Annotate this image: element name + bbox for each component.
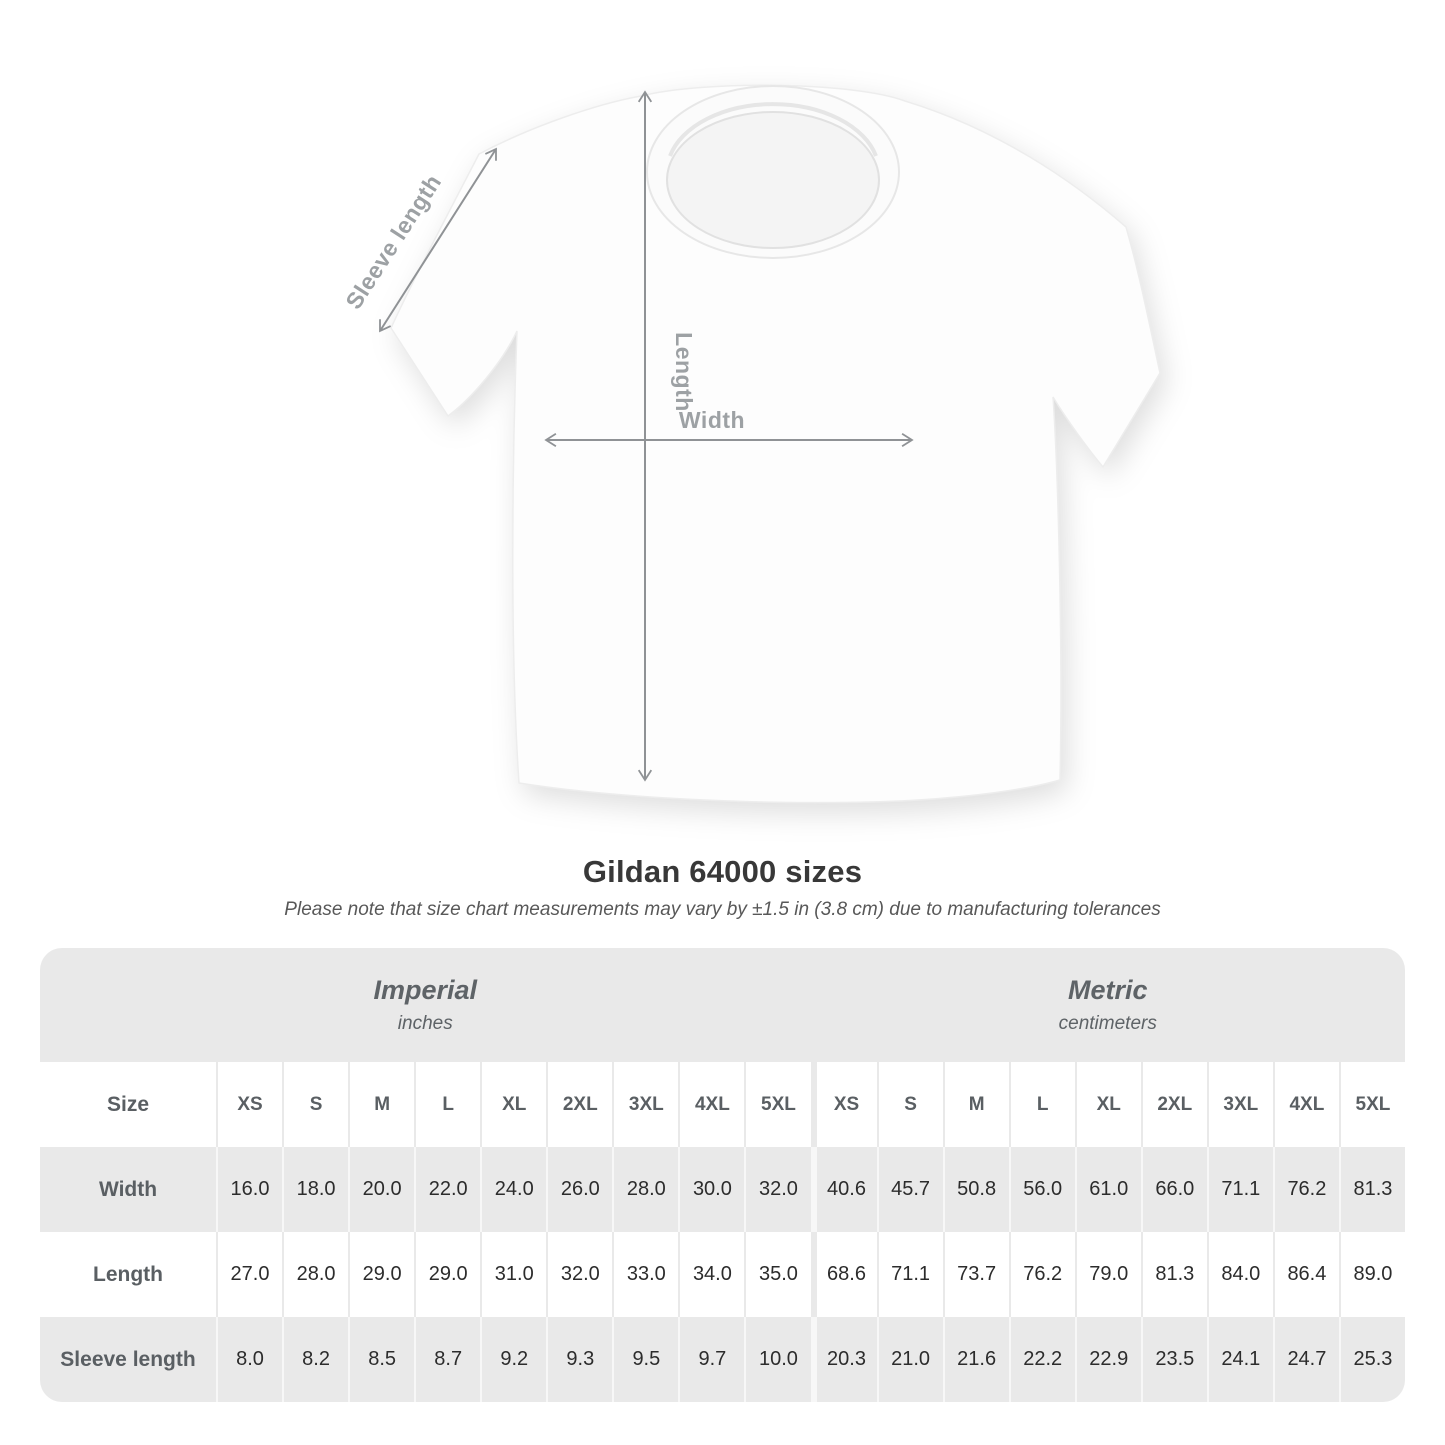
length-value: 81.3 xyxy=(1140,1232,1207,1317)
col-header: XS xyxy=(810,1062,877,1147)
width-value: 76.2 xyxy=(1272,1147,1339,1232)
metric-unit: centimeters xyxy=(1058,1013,1157,1034)
col-header: 2XL xyxy=(1140,1062,1207,1147)
sleeve-value: 10.0 xyxy=(744,1317,810,1402)
col-header: 3XL xyxy=(1206,1062,1273,1147)
width-value: 61.0 xyxy=(1074,1147,1141,1232)
sleeve-value: 20.3 xyxy=(810,1317,877,1402)
sleeve-value: 23.5 xyxy=(1140,1317,1207,1402)
col-header: S xyxy=(876,1062,943,1147)
width-value: 81.3 xyxy=(1338,1147,1405,1232)
col-header: M xyxy=(348,1062,415,1147)
metric-group-header: Metric centimeters xyxy=(811,948,1406,1062)
col-header: L xyxy=(414,1062,481,1147)
width-value: 66.0 xyxy=(1140,1147,1207,1232)
col-header: XS xyxy=(216,1062,283,1147)
sleeve-value: 22.2 xyxy=(1008,1317,1075,1402)
col-header: XL xyxy=(480,1062,547,1147)
sleeve-value: 9.2 xyxy=(480,1317,546,1402)
sleeve-value: 8.2 xyxy=(282,1317,348,1402)
unit-header-band: Imperial inches Metric centimeters xyxy=(40,948,1405,1062)
imperial-group-header: Imperial inches xyxy=(40,948,811,1062)
sleeve-value: 24.7 xyxy=(1272,1317,1339,1402)
imperial-label: Imperial xyxy=(373,975,478,1005)
sleeve-length-row: Sleeve length 8.0 8.2 8.5 8.7 9.2 9.3 9.… xyxy=(40,1317,1405,1402)
col-header: XL xyxy=(1074,1062,1141,1147)
sleeve-value: 24.1 xyxy=(1206,1317,1273,1402)
col-header: S xyxy=(282,1062,349,1147)
length-row: Length 27.0 28.0 29.0 29.0 31.0 32.0 33.… xyxy=(40,1232,1405,1317)
tshirt-measurement-figure: Sleeve length Length Width xyxy=(340,84,1161,804)
row-label: Sleeve length xyxy=(60,1347,196,1371)
length-value: 31.0 xyxy=(480,1232,547,1317)
col-header: 2XL xyxy=(546,1062,613,1147)
page-title: Gildan 64000 sizes xyxy=(582,854,863,889)
collar-seam xyxy=(668,102,878,157)
sleeve-value: 21.0 xyxy=(876,1317,943,1402)
measurement-arrows xyxy=(379,90,914,782)
width-value: 50.8 xyxy=(942,1147,1009,1232)
length-value: 73.7 xyxy=(942,1232,1009,1317)
col-header: M xyxy=(942,1062,1009,1147)
sleeve-length-arrow xyxy=(379,147,497,333)
col-header: 5XL xyxy=(744,1062,811,1147)
tolerance-note: Please note that size chart measurements… xyxy=(284,899,1161,920)
length-value: 89.0 xyxy=(1338,1232,1405,1317)
sleeve-value: 8.5 xyxy=(348,1317,414,1402)
length-value: 71.1 xyxy=(876,1232,943,1317)
width-value: 20.0 xyxy=(348,1147,414,1232)
length-value: 34.0 xyxy=(678,1232,745,1317)
length-value: 76.2 xyxy=(1008,1232,1075,1317)
width-value: 32.0 xyxy=(744,1147,810,1232)
width-value: 22.0 xyxy=(414,1147,480,1232)
col-header: 4XL xyxy=(1272,1062,1339,1147)
col-header: 3XL xyxy=(612,1062,679,1147)
width-value: 45.7 xyxy=(876,1147,943,1232)
width-value: 24.0 xyxy=(480,1147,546,1232)
sleeve-value: 9.7 xyxy=(678,1317,744,1402)
length-value: 29.0 xyxy=(414,1232,481,1317)
length-value: 29.0 xyxy=(348,1232,415,1317)
length-value: 33.0 xyxy=(612,1232,679,1317)
width-value: 40.6 xyxy=(810,1147,877,1232)
tshirt-body xyxy=(390,84,1161,804)
sleeve-value: 25.3 xyxy=(1338,1317,1405,1402)
width-row: Width 16.0 18.0 20.0 22.0 24.0 26.0 28.0… xyxy=(40,1147,1405,1232)
tshirt-graphic: Sleeve length Length Width xyxy=(340,84,1161,804)
length-value: 68.6 xyxy=(810,1232,877,1317)
col-header: L xyxy=(1008,1062,1075,1147)
width-label: Width xyxy=(679,407,745,433)
length-value: 35.0 xyxy=(744,1232,811,1317)
width-value: 56.0 xyxy=(1008,1147,1075,1232)
width-value: 30.0 xyxy=(678,1147,744,1232)
length-value: 28.0 xyxy=(282,1232,349,1317)
length-value: 86.4 xyxy=(1272,1232,1339,1317)
sleeve-value: 8.7 xyxy=(414,1317,480,1402)
width-value: 71.1 xyxy=(1206,1147,1273,1232)
length-value: 27.0 xyxy=(216,1232,283,1317)
width-value: 26.0 xyxy=(546,1147,612,1232)
row-label: Width xyxy=(98,1177,158,1201)
sleeve-value: 9.5 xyxy=(612,1317,678,1402)
sleeve-value: 9.3 xyxy=(546,1317,612,1402)
col-header: 5XL xyxy=(1338,1062,1405,1147)
sleeve-value: 22.9 xyxy=(1074,1317,1141,1402)
size-header: Size xyxy=(40,1062,216,1147)
sleeve-value: 8.0 xyxy=(216,1317,282,1402)
size-chart-table: Imperial inches Metric centimeters Size … xyxy=(40,948,1405,1402)
metric-label: Metric xyxy=(1067,975,1148,1005)
width-value: 18.0 xyxy=(282,1147,348,1232)
row-label: Length xyxy=(40,1232,216,1317)
length-label: Length xyxy=(671,332,697,412)
length-value: 84.0 xyxy=(1206,1232,1273,1317)
width-value: 16.0 xyxy=(216,1147,282,1232)
width-value: 28.0 xyxy=(612,1147,678,1232)
length-value: 79.0 xyxy=(1074,1232,1141,1317)
imperial-unit: inches xyxy=(397,1013,453,1034)
sleeve-value: 21.6 xyxy=(942,1317,1009,1402)
col-header: 4XL xyxy=(678,1062,745,1147)
collar-inner xyxy=(666,111,880,249)
size-header-row: Size XS S M L XL 2XL 3XL 4XL 5XL XS S M … xyxy=(40,1062,1405,1147)
length-value: 32.0 xyxy=(546,1232,613,1317)
